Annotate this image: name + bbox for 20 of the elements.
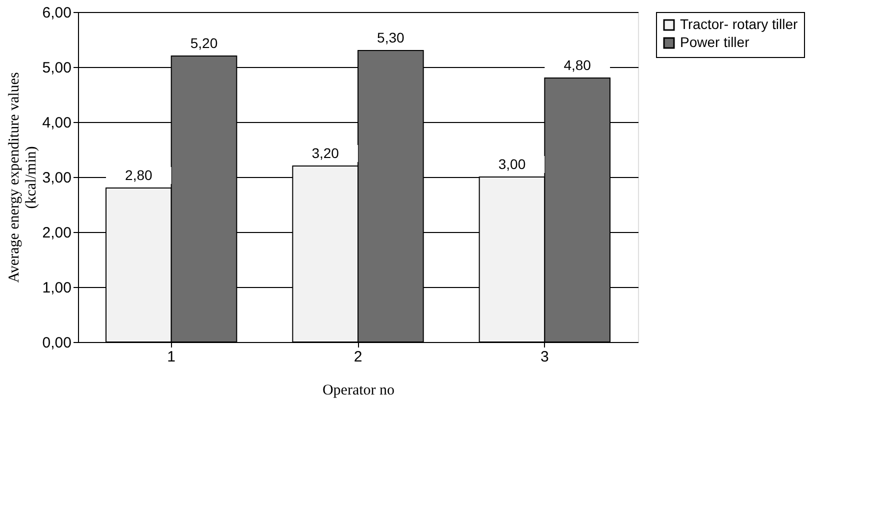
x-tick-label: 3 (540, 348, 549, 366)
data-label: 3,00 (498, 156, 526, 172)
y-tick-label: 5,00 (42, 60, 72, 76)
legend-label: Power tiller (680, 34, 750, 50)
y-tick-label: 0,00 (42, 334, 72, 352)
x-tick-label: 1 (167, 348, 176, 366)
x-axis-title: Operator no (322, 382, 395, 398)
x-tick-label: 2 (354, 348, 362, 366)
y-tick-label: 4,00 (42, 114, 72, 132)
y-tick-label: 1,00 (42, 280, 72, 296)
data-label: 5,30 (377, 30, 405, 46)
y-axis-title: Average energy expenditure values (kcal/min) (6, 72, 40, 283)
data-label: 4,80 (564, 57, 592, 73)
legend-label: Tractor- rotary tiller (680, 16, 798, 32)
y-tick-label: 2,00 (42, 224, 72, 242)
data-label: 2,80 (125, 167, 153, 183)
y-tick-label: 3,00 (42, 170, 72, 186)
data-label: 3,20 (312, 145, 340, 161)
data-label: 5,20 (190, 35, 218, 51)
y-tick-label: 6,00 (42, 4, 72, 22)
